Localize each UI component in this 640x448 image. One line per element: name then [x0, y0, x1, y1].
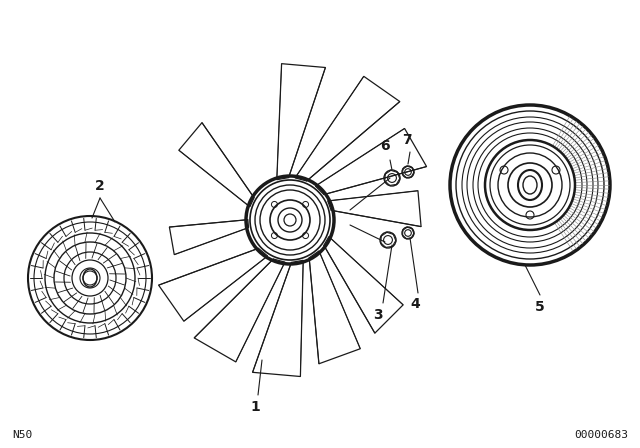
- Text: 1: 1: [250, 400, 260, 414]
- Text: 00000683: 00000683: [574, 430, 628, 440]
- Text: 6: 6: [380, 139, 390, 153]
- Text: 5: 5: [535, 300, 545, 314]
- Text: N50: N50: [12, 430, 32, 440]
- Text: 4: 4: [410, 297, 420, 311]
- Text: 7: 7: [402, 133, 412, 147]
- Text: 3: 3: [373, 308, 383, 322]
- Text: 2: 2: [95, 179, 105, 193]
